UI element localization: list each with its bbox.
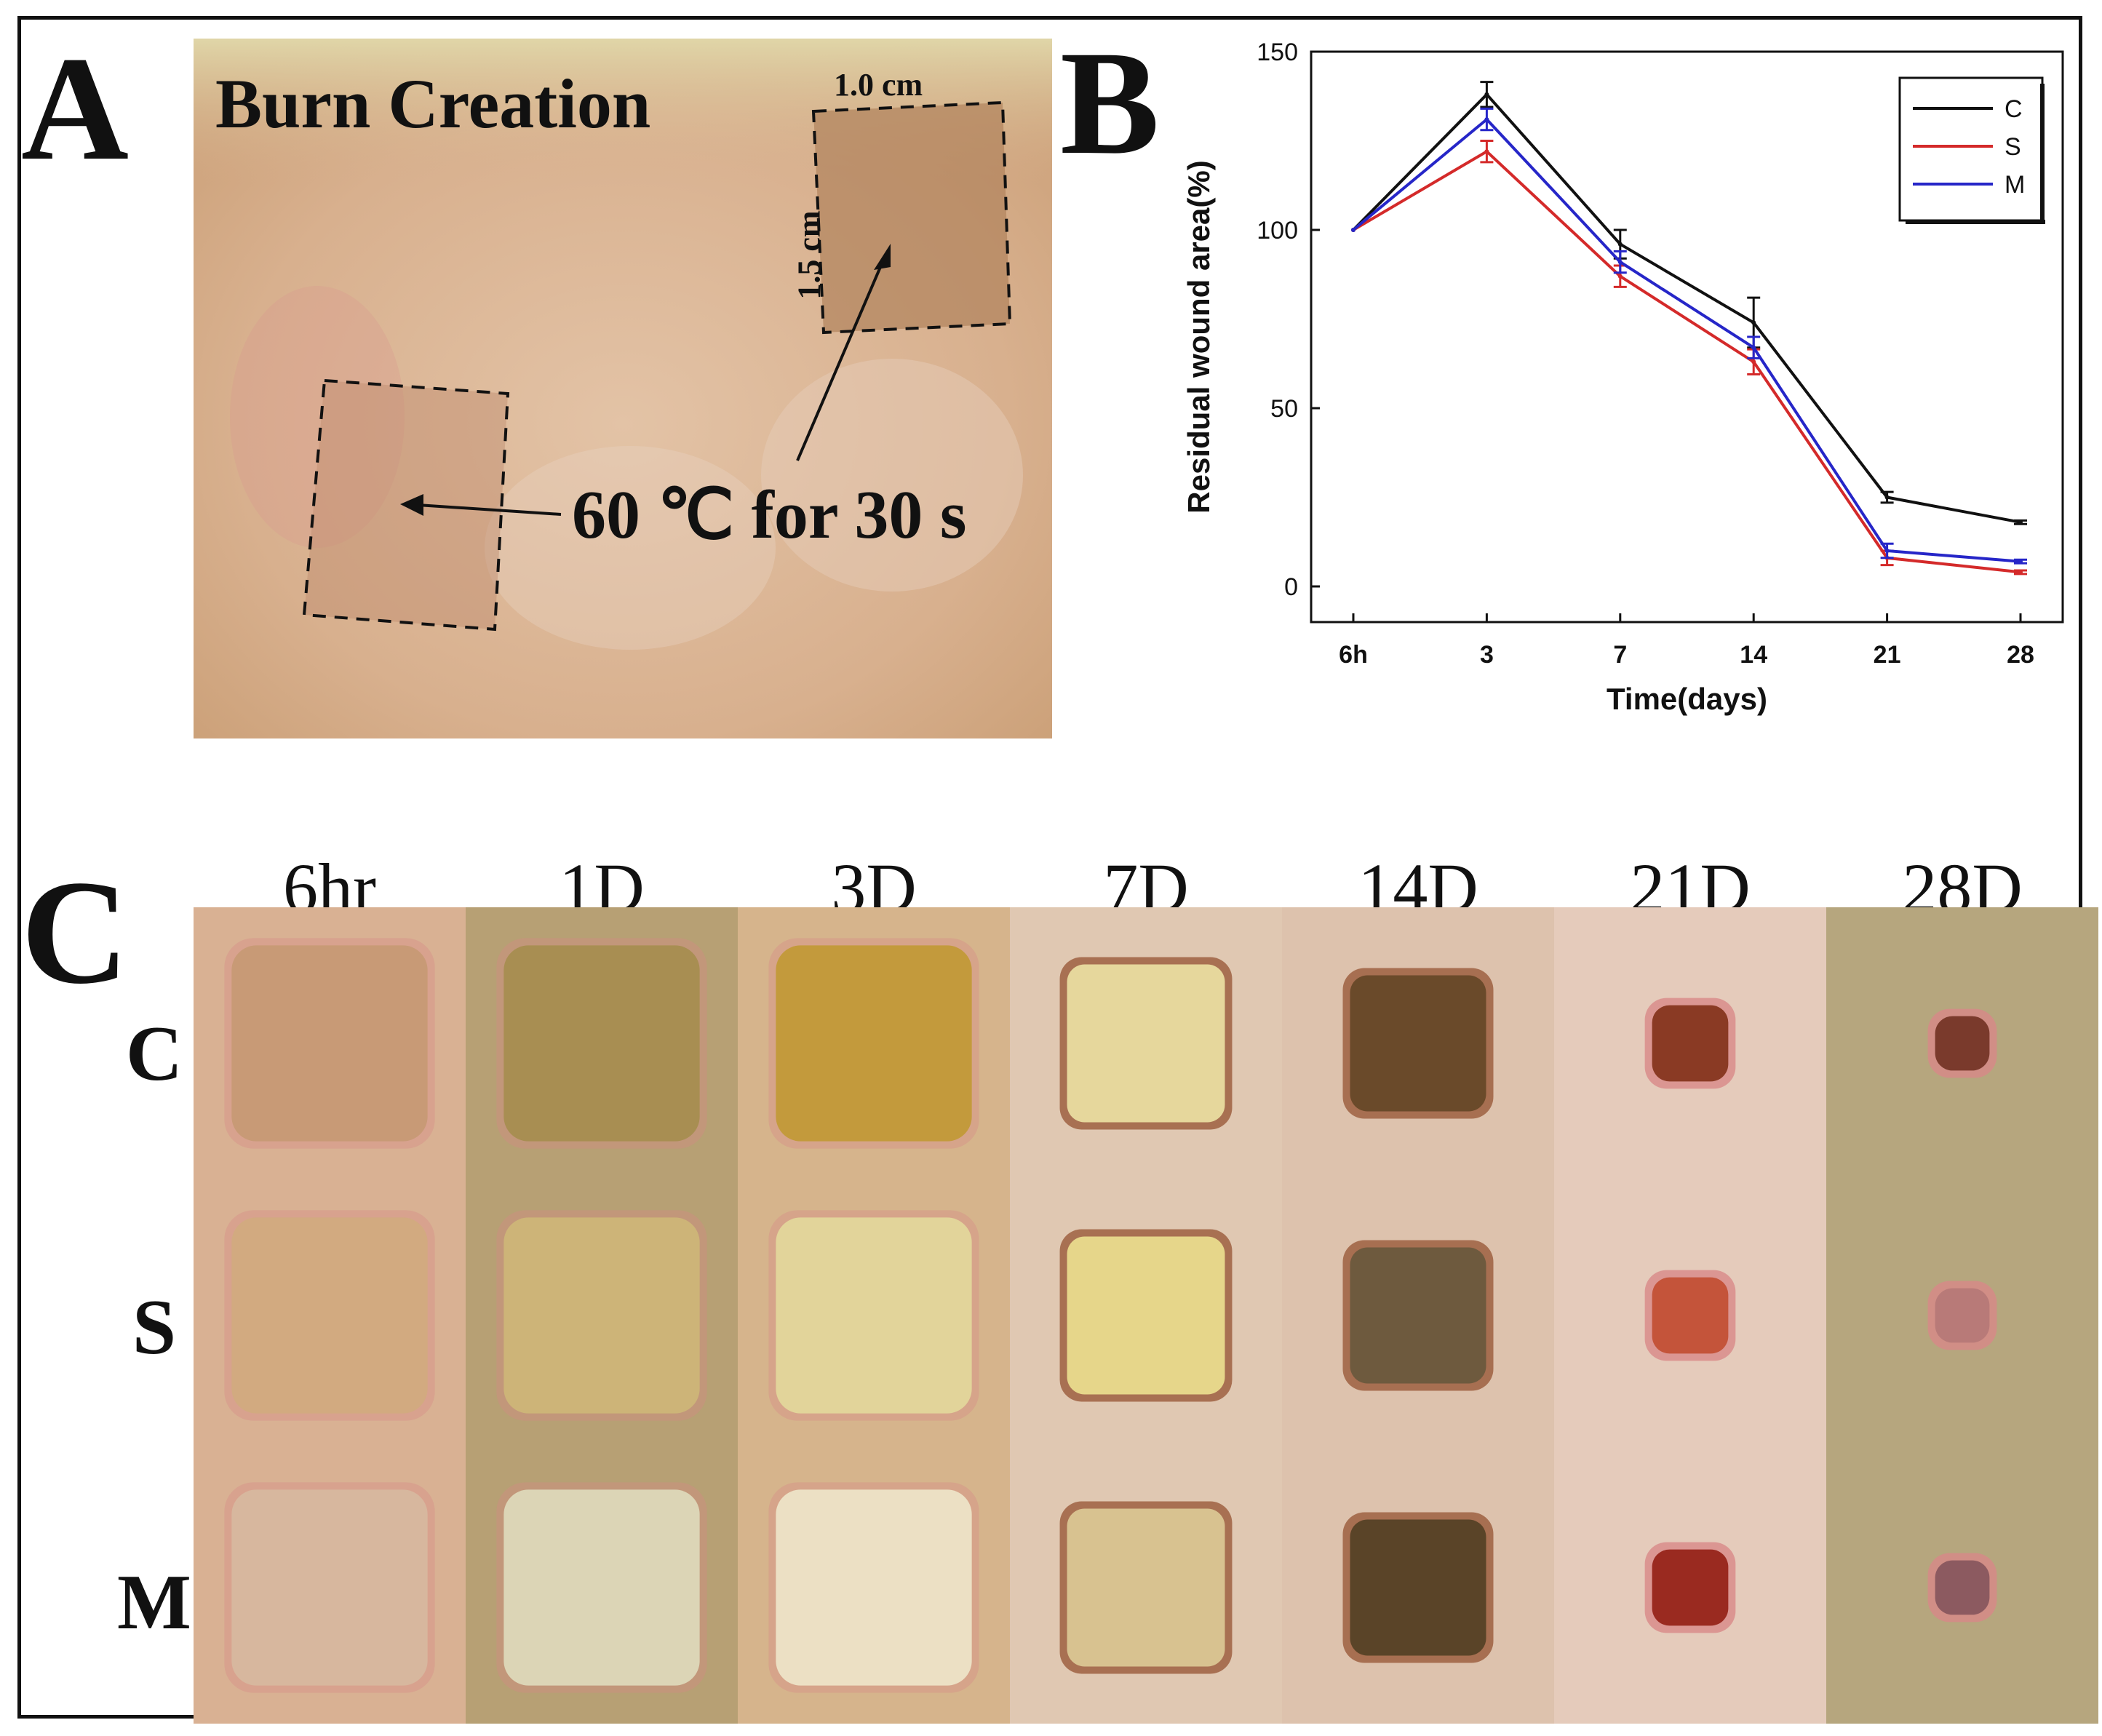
wound-photo-c-1d	[466, 907, 738, 1179]
plot-area	[1310, 50, 2064, 624]
wound-photo-m-7d	[1010, 1452, 1282, 1724]
data-point-c	[1617, 242, 1623, 247]
wound-photo-s-14d	[1282, 1179, 1554, 1452]
wound-photo-c-7d	[1010, 907, 1282, 1179]
data-point-s	[1617, 274, 1623, 279]
figure-frame: A B C	[17, 16, 2098, 1724]
x-tick-label: 7	[1613, 641, 1627, 669]
wound-photo-s-1d	[466, 1179, 738, 1452]
data-point-c	[2018, 519, 2023, 525]
data-point-m	[1484, 117, 1489, 122]
data-point-s	[2018, 570, 2023, 575]
y-tick-label: 150	[1257, 39, 1298, 66]
data-point-c	[1751, 320, 1756, 325]
wound-photo-m-21d	[1554, 1452, 1826, 1724]
data-point-s	[1484, 149, 1489, 154]
arrow-to-lower-site	[417, 503, 562, 516]
series-line-m	[1352, 117, 2021, 563]
width-label: 1.0 cm	[834, 67, 923, 103]
wound-photo-c-6hr	[194, 907, 466, 1179]
data-point-c	[1884, 495, 1890, 500]
row-header-c: C	[126, 1011, 183, 1097]
series-line-s	[1352, 149, 2021, 574]
wound-photo-m-28d	[1826, 1452, 2098, 1724]
height-label: 1.5 cm	[791, 210, 827, 300]
x-tick-label: 3	[1480, 641, 1494, 669]
panel-b-label: B	[1060, 20, 1160, 186]
burn-site-outlines	[302, 100, 1012, 632]
x-tick-label: 28	[2007, 641, 2034, 669]
wound-photo-s-28d	[1826, 1179, 2098, 1452]
data-point-m	[1751, 345, 1756, 350]
wound-photo-m-6hr	[194, 1452, 466, 1724]
arrow-to-upper-site	[796, 256, 886, 461]
data-point-m	[1884, 549, 1890, 553]
x-tick-label: 21	[1874, 641, 1901, 669]
wound-photo-c-3d	[738, 907, 1010, 1179]
burn-creation-title: Burn Creation	[215, 65, 651, 143]
data-point-m	[1351, 228, 1355, 232]
wound-photo-s-3d	[738, 1179, 1010, 1452]
burn-condition-annotation: 60 ℃ for 30 s	[572, 477, 967, 553]
x-tick-label: 6h	[1339, 641, 1368, 669]
panel-a-label: A	[21, 26, 130, 191]
row-header-s: S	[132, 1284, 177, 1371]
data-point-m	[2018, 559, 2023, 564]
wound-photo-c-21d	[1554, 907, 1826, 1179]
legend-label-s: S	[2005, 133, 2021, 161]
skin-photo	[194, 39, 1052, 738]
data-point-m	[1617, 260, 1623, 265]
x-axis-label: Time(days)	[1607, 682, 1767, 716]
data-point-s	[1751, 359, 1756, 365]
wound-photo-s-7d	[1010, 1179, 1282, 1452]
wound-photo-s-6hr	[194, 1179, 466, 1452]
wound-photo-m-14d	[1282, 1452, 1554, 1724]
series-line-c	[1352, 92, 2021, 524]
wound-photo-m-1d	[466, 1452, 738, 1724]
y-tick-label: 100	[1257, 217, 1298, 244]
legend-box	[1898, 76, 2044, 222]
wound-photo-m-3d	[738, 1452, 1010, 1724]
y-tick-label: 0	[1284, 573, 1298, 601]
wound-photo-c-14d	[1282, 907, 1554, 1179]
wound-area-chart: 0 50 100 150 6h 3 7 14 21 28 Time(days) Residual wo…	[1182, 39, 2064, 716]
legend-label-c: C	[2005, 95, 2023, 123]
panel-c-label: C	[21, 850, 130, 1015]
row-header-m: M	[117, 1559, 191, 1646]
wound-photo-c-28d	[1826, 907, 2098, 1179]
data-point-c	[1484, 92, 1489, 97]
legend-label-m: M	[2005, 171, 2025, 199]
wound-photo-s-21d	[1554, 1179, 1826, 1452]
y-axis-label: Residual wound area(%)	[1182, 160, 1216, 513]
x-tick-label: 14	[1740, 641, 1767, 669]
y-tick-label: 50	[1270, 395, 1298, 423]
burn-creation-photo: Burn Creation 1.0 cm 1.5 cm 60 ℃ for 30 …	[194, 39, 1052, 738]
